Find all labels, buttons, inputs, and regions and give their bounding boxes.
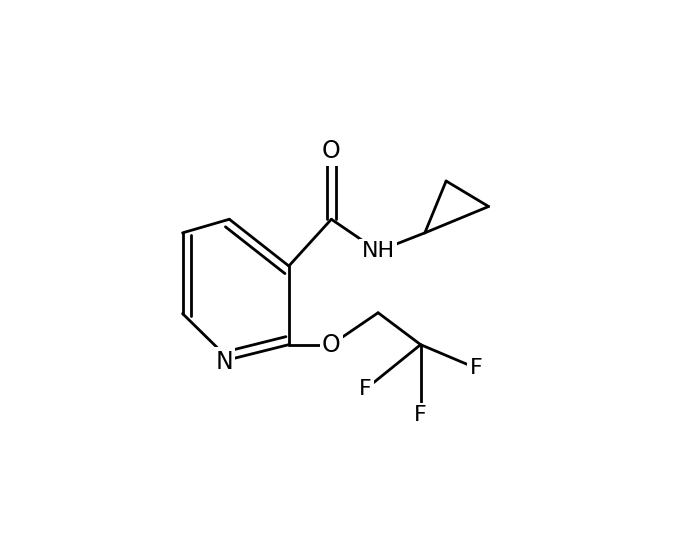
Text: NH: NH: [361, 241, 395, 261]
Text: O: O: [322, 333, 341, 357]
Text: F: F: [469, 358, 482, 378]
Text: F: F: [359, 379, 372, 399]
Text: F: F: [414, 405, 427, 425]
Text: N: N: [215, 349, 233, 374]
Text: O: O: [322, 139, 341, 163]
